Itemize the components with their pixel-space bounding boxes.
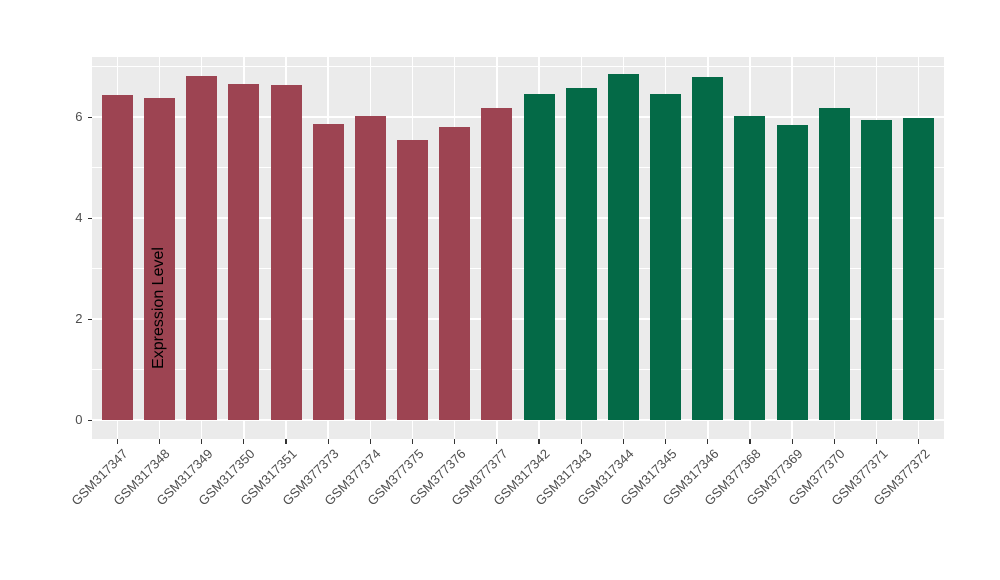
x-tick-mark-GSM317351 — [285, 439, 287, 444]
x-tick-mark-GSM317343 — [580, 439, 582, 444]
bar-GSM317346 — [692, 76, 724, 421]
bar-GSM377373 — [312, 123, 344, 421]
bar-GSM317343 — [565, 87, 597, 421]
x-tick-mark-GSM377373 — [327, 439, 329, 444]
bar-GSM377369 — [776, 125, 808, 421]
x-tick-mark-GSM317344 — [622, 439, 625, 444]
x-tick-mark-GSM377370 — [833, 439, 835, 444]
plot-panel: Expression Level — [92, 57, 944, 439]
y-tick-mark-2 — [87, 318, 92, 320]
minor-gridline-y7 — [92, 66, 944, 68]
bar-GSM317342 — [523, 93, 555, 421]
x-tick-mark-GSM377368 — [749, 439, 751, 444]
bar-GSM377368 — [734, 115, 766, 421]
bar-GSM377372 — [903, 118, 935, 421]
y-tick-mark-0 — [87, 419, 92, 421]
bar-GSM317349 — [186, 75, 218, 421]
x-tick-mark-GSM317346 — [707, 439, 709, 444]
minor-gridline-y3 — [92, 268, 944, 270]
bar-GSM377371 — [861, 120, 892, 421]
y-tick-label-4: 4 — [75, 210, 83, 226]
x-tick-mark-GSM377372 — [918, 439, 920, 444]
x-tick-mark-GSM377369 — [791, 439, 793, 444]
minor-gridline-y1 — [92, 369, 944, 371]
x-tick-mark-GSM317349 — [201, 439, 203, 444]
x-tick-mark-GSM317347 — [116, 439, 118, 444]
x-tick-mark-GSM377371 — [875, 439, 878, 444]
y-tick-label-0: 0 — [75, 412, 83, 428]
major-gridline-y2 — [92, 318, 944, 321]
major-gridline-y0 — [92, 419, 944, 422]
bar-GSM317348 — [143, 98, 175, 421]
minor-gridline-y5 — [92, 167, 944, 169]
bar-GSM377377 — [481, 108, 513, 421]
bar-GSM317347 — [101, 95, 133, 421]
y-tick-mark-4 — [87, 217, 92, 219]
major-gridline-y6 — [92, 116, 944, 119]
x-tick-mark-GSM317350 — [243, 439, 245, 444]
y-axis-title: Expression Level — [150, 247, 167, 369]
x-tick-mark-GSM377374 — [369, 439, 371, 444]
y-tick-label-2: 2 — [75, 311, 83, 327]
bar-GSM317345 — [650, 94, 682, 421]
bar-GSM377374 — [354, 116, 386, 421]
x-tick-mark-GSM317348 — [158, 439, 161, 444]
y-tick-label-6: 6 — [75, 109, 83, 125]
x-tick-mark-GSM377376 — [454, 439, 456, 444]
y-tick-mark-6 — [87, 116, 92, 118]
bar-GSM317344 — [607, 73, 639, 421]
x-tick-mark-GSM317345 — [665, 439, 667, 444]
bar-GSM317350 — [228, 83, 260, 421]
bar-GSM377375 — [397, 140, 429, 421]
major-gridline-y4 — [92, 217, 944, 220]
bar-GSM377376 — [439, 126, 471, 421]
x-tick-mark-GSM377375 — [411, 439, 414, 444]
bar-GSM377370 — [818, 107, 850, 421]
bar-GSM317351 — [270, 84, 302, 421]
x-tick-mark-GSM317342 — [538, 439, 540, 444]
x-tick-mark-GSM377377 — [496, 439, 498, 444]
